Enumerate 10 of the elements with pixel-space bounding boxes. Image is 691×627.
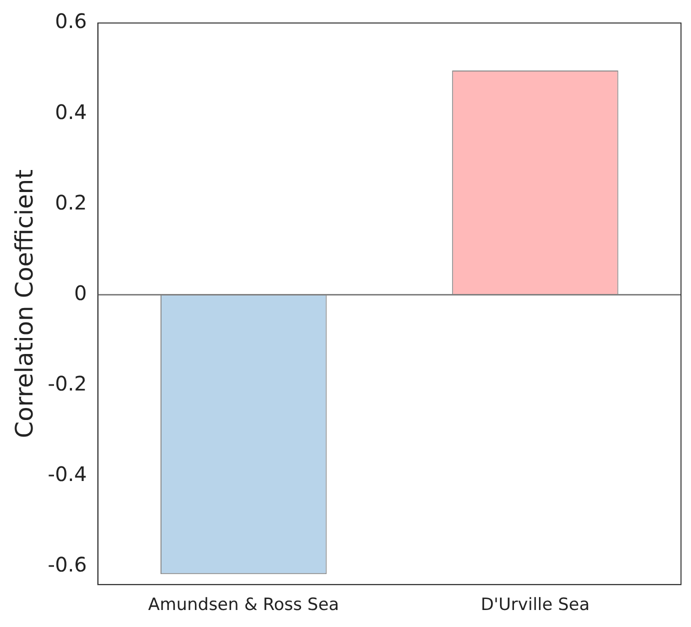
- y-tick-label: 0.4: [55, 100, 87, 124]
- y-tick-label: 0.2: [55, 190, 87, 214]
- y-tick-label: -0.6: [48, 552, 87, 577]
- y-tick-label: -0.2: [48, 372, 87, 396]
- y-tick-label: -0.4: [48, 462, 87, 486]
- y-tick-label: 0.6: [55, 9, 87, 34]
- x-tick-label: D'Urville Sea: [480, 595, 590, 616]
- y-tick-label: 0: [74, 280, 87, 305]
- x-tick-label: Amundsen & Ross Sea: [148, 595, 340, 616]
- y-axis-title: Correlation Coefficient: [10, 169, 39, 438]
